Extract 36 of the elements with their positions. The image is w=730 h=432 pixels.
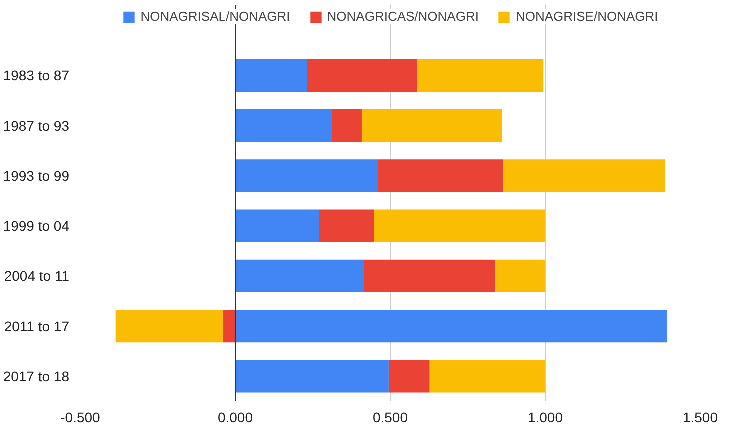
bar	[496, 260, 546, 292]
x-tick-label: 1.000	[528, 410, 564, 426]
legend-label: NONAGRISAL/NONAGRI	[140, 9, 290, 24]
bar	[504, 160, 666, 192]
bar	[364, 260, 496, 292]
bar	[236, 260, 364, 292]
bar	[378, 160, 504, 192]
y-tick-label: 2004 to 11	[4, 268, 70, 284]
bar	[319, 210, 374, 242]
bar	[116, 310, 224, 343]
y-tick-label: 2017 to 18	[3, 368, 70, 384]
y-tick-label: 1983 to 87	[3, 68, 70, 84]
x-tick-label: 0.000	[218, 410, 254, 426]
bar	[430, 360, 546, 393]
bar	[236, 110, 332, 142]
bar	[236, 160, 378, 192]
bar	[236, 210, 320, 242]
bar	[374, 210, 546, 242]
bar	[362, 110, 502, 142]
y-tick-label: 1999 to 04	[3, 218, 70, 234]
bar	[417, 59, 544, 92]
bar	[236, 310, 668, 343]
legend-label: NONAGRICAS/NONAGRI	[327, 9, 479, 24]
bar	[223, 310, 236, 343]
y-tick-label: 1987 to 93	[3, 118, 70, 134]
bar	[236, 59, 308, 92]
x-tick-label: 1.500	[682, 410, 718, 426]
bar	[307, 59, 418, 92]
x-tick-label: -0.500	[60, 410, 101, 426]
y-tick-label: 1993 to 99	[3, 168, 70, 184]
bar	[236, 360, 389, 393]
y-tick-label: 2011 to 17	[4, 318, 70, 334]
bar	[388, 360, 430, 393]
legend-label: NONAGRISE/NONAGRI	[516, 9, 658, 24]
bar	[332, 110, 362, 142]
x-tick-label: 0.500	[372, 410, 408, 426]
